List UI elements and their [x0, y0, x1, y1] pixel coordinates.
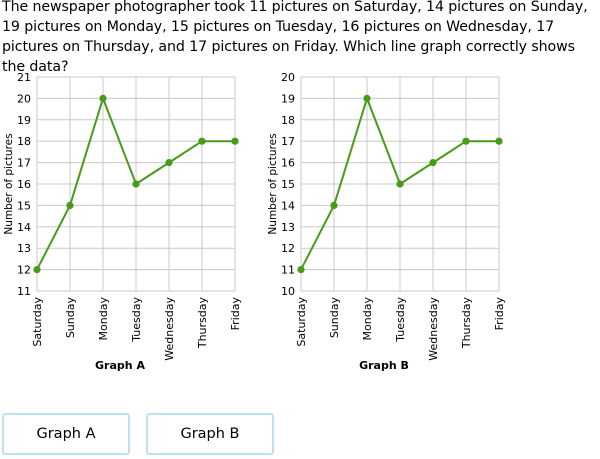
x-tick-label-saturday: Saturday — [31, 297, 44, 347]
data-point-thursday — [198, 137, 206, 145]
y-tick-label-11: 11 — [281, 264, 295, 277]
y-tick-label-17: 17 — [281, 135, 295, 148]
y-tick-label-19: 19 — [281, 92, 295, 105]
x-tick-label-monday: Monday — [361, 297, 374, 341]
y-tick-label-10: 10 — [281, 285, 295, 298]
data-point-saturday — [33, 266, 41, 274]
x-tick-label-sunday: Sunday — [64, 297, 77, 339]
y-tick-label-21: 21 — [17, 71, 31, 84]
y-tick-label-15: 15 — [281, 178, 295, 191]
data-point-thursday — [462, 137, 470, 145]
x-tick-label-thursday: Thursday — [460, 297, 473, 350]
y-tick-label-13: 13 — [281, 221, 295, 234]
data-point-monday — [363, 94, 371, 102]
y-tick-label-19: 19 — [17, 114, 31, 127]
y-tick-label-16: 16 — [17, 178, 31, 191]
data-point-sunday — [66, 201, 74, 209]
data-point-wednesday — [165, 159, 173, 167]
y-tick-label-18: 18 — [281, 114, 295, 127]
answer-graph-a-button[interactable]: Graph A — [2, 413, 130, 455]
x-tick-label-friday: Friday — [229, 297, 242, 331]
y-tick-label-15: 15 — [17, 199, 31, 212]
y-tick-label-14: 14 — [281, 199, 295, 212]
y-tick-label-12: 12 — [281, 242, 295, 255]
answer-graph-b-button[interactable]: Graph B — [146, 413, 274, 455]
data-point-friday — [231, 137, 239, 145]
data-point-friday — [495, 137, 503, 145]
y-axis-title: Number of pictures — [267, 133, 279, 234]
x-tick-label-wednesday: Wednesday — [427, 297, 440, 361]
graph-title: Graph B — [359, 359, 409, 372]
data-point-wednesday — [429, 159, 437, 167]
x-tick-label-saturday: Saturday — [295, 297, 308, 347]
line-graph-a: 11 12 13 14 15 16 17 18 19 20 21 Saturday Sunday Mond… — [3, 71, 242, 372]
y-axis-title: Number of pictures — [3, 133, 15, 234]
line-graph-b: 10 11 12 13 14 15 16 17 18 19 20 Saturday Sunday Mond… — [267, 71, 506, 372]
x-tick-label-wednesday: Wednesday — [163, 297, 176, 361]
data-point-tuesday — [132, 180, 140, 188]
y-tick-label-11: 11 — [17, 285, 31, 298]
y-tick-label-18: 18 — [17, 135, 31, 148]
x-tick-label-sunday: Sunday — [328, 297, 341, 339]
y-tick-label-12: 12 — [17, 264, 31, 277]
graph-title: Graph A — [95, 359, 145, 372]
data-point-monday — [99, 94, 107, 102]
x-tick-label-tuesday: Tuesday — [130, 297, 143, 343]
data-point-saturday — [297, 266, 305, 274]
x-tick-label-friday: Friday — [493, 297, 506, 331]
y-tick-label-13: 13 — [17, 242, 31, 255]
question-text: The newspaper photographer took 11 pictu… — [2, 0, 588, 75]
y-tick-label-14: 14 — [17, 221, 31, 234]
x-tick-label-tuesday: Tuesday — [394, 297, 407, 343]
y-tick-label-20: 20 — [17, 92, 31, 105]
data-point-tuesday — [396, 180, 404, 188]
x-tick-label-monday: Monday — [97, 297, 110, 341]
y-tick-label-20: 20 — [281, 71, 295, 84]
x-tick-label-thursday: Thursday — [196, 297, 209, 350]
data-point-sunday — [330, 201, 338, 209]
y-tick-label-16: 16 — [281, 157, 295, 170]
y-tick-label-17: 17 — [17, 157, 31, 170]
